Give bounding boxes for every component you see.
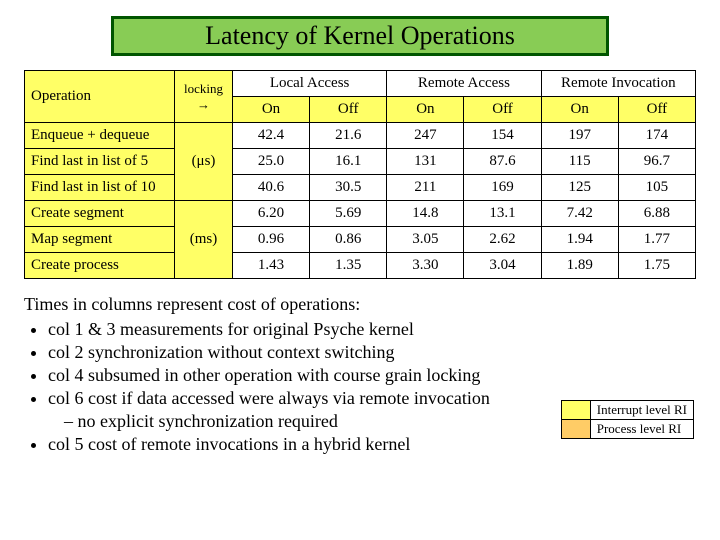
cell: 0.86 [310, 227, 387, 253]
group-remote-invocation: Remote Invocation [541, 71, 695, 97]
cell: 131 [387, 149, 464, 175]
cell: 1.75 [618, 253, 695, 279]
cell: 6.88 [618, 201, 695, 227]
op-name: Find last in list of 5 [25, 149, 175, 175]
col-locking: locking → [175, 71, 233, 123]
legend-swatch [561, 420, 590, 439]
unit-ms: (ms) [175, 201, 233, 279]
locking-arrow: → [197, 97, 210, 112]
legend-label: Interrupt level RI [590, 401, 693, 420]
legend-swatch [561, 401, 590, 420]
cell: 174 [618, 123, 695, 149]
op-name: Create segment [25, 201, 175, 227]
cell: 14.8 [387, 201, 464, 227]
cell: 3.04 [464, 253, 541, 279]
table-row: Enqueue + dequeue (μs) 42.4 21.6 247 154… [25, 123, 696, 149]
cell: 40.6 [232, 175, 309, 201]
note-item: col 1 & 3 measurements for original Psyc… [48, 318, 696, 341]
op-name: Enqueue + dequeue [25, 123, 175, 149]
cell: 2.62 [464, 227, 541, 253]
group-local: Local Access [232, 71, 386, 97]
cell: 16.1 [310, 149, 387, 175]
group-remote-access: Remote Access [387, 71, 541, 97]
cell: 30.5 [310, 175, 387, 201]
cell: 211 [387, 175, 464, 201]
subhdr: On [387, 97, 464, 123]
legend: Interrupt level RI Process level RI [561, 400, 694, 439]
title-text: Latency of Kernel Operations [205, 21, 515, 50]
subhdr: Off [310, 97, 387, 123]
locking-label: locking [184, 81, 223, 96]
cell: 125 [541, 175, 618, 201]
table-row: Map segment 0.96 0.86 3.05 2.62 1.94 1.7… [25, 227, 696, 253]
cell: 247 [387, 123, 464, 149]
cell: 1.89 [541, 253, 618, 279]
cell: 1.77 [618, 227, 695, 253]
legend-row: Process level RI [561, 420, 693, 439]
cell: 115 [541, 149, 618, 175]
latency-table: Operation locking → Local Access Remote … [24, 70, 696, 279]
cell: 1.43 [232, 253, 309, 279]
cell: 105 [618, 175, 695, 201]
op-name: Create process [25, 253, 175, 279]
cell: 13.1 [464, 201, 541, 227]
legend-row: Interrupt level RI [561, 401, 693, 420]
subhdr: On [232, 97, 309, 123]
cell: 42.4 [232, 123, 309, 149]
table-row: Find last in list of 5 25.0 16.1 131 87.… [25, 149, 696, 175]
table-row: Create process 1.43 1.35 3.30 3.04 1.89 … [25, 253, 696, 279]
unit-us: (μs) [175, 123, 233, 201]
page-title: Latency of Kernel Operations [111, 16, 609, 56]
table-row: Operation locking → Local Access Remote … [25, 71, 696, 97]
cell: 5.69 [310, 201, 387, 227]
cell: 169 [464, 175, 541, 201]
cell: 6.20 [232, 201, 309, 227]
cell: 197 [541, 123, 618, 149]
subhdr: Off [618, 97, 695, 123]
cell: 0.96 [232, 227, 309, 253]
cell: 21.6 [310, 123, 387, 149]
cell: 87.6 [464, 149, 541, 175]
cell: 154 [464, 123, 541, 149]
cell: 25.0 [232, 149, 309, 175]
cell: 3.30 [387, 253, 464, 279]
subhdr: Off [464, 97, 541, 123]
table-row: Find last in list of 10 40.6 30.5 211 16… [25, 175, 696, 201]
op-name: Map segment [25, 227, 175, 253]
col-operation: Operation [25, 71, 175, 123]
cell: 1.94 [541, 227, 618, 253]
legend-label: Process level RI [590, 420, 693, 439]
cell: 1.35 [310, 253, 387, 279]
notes-lead: Times in columns represent cost of opera… [24, 294, 360, 314]
op-name: Find last in list of 10 [25, 175, 175, 201]
subhdr: On [541, 97, 618, 123]
cell: 7.42 [541, 201, 618, 227]
table-row: Create segment (ms) 6.20 5.69 14.8 13.1 … [25, 201, 696, 227]
note-line: col 6 cost if data accessed were always … [48, 388, 490, 408]
note-item: col 4 subsumed in other operation with c… [48, 364, 696, 387]
note-item: col 2 synchronization without context sw… [48, 341, 696, 364]
cell: 3.05 [387, 227, 464, 253]
cell: 96.7 [618, 149, 695, 175]
